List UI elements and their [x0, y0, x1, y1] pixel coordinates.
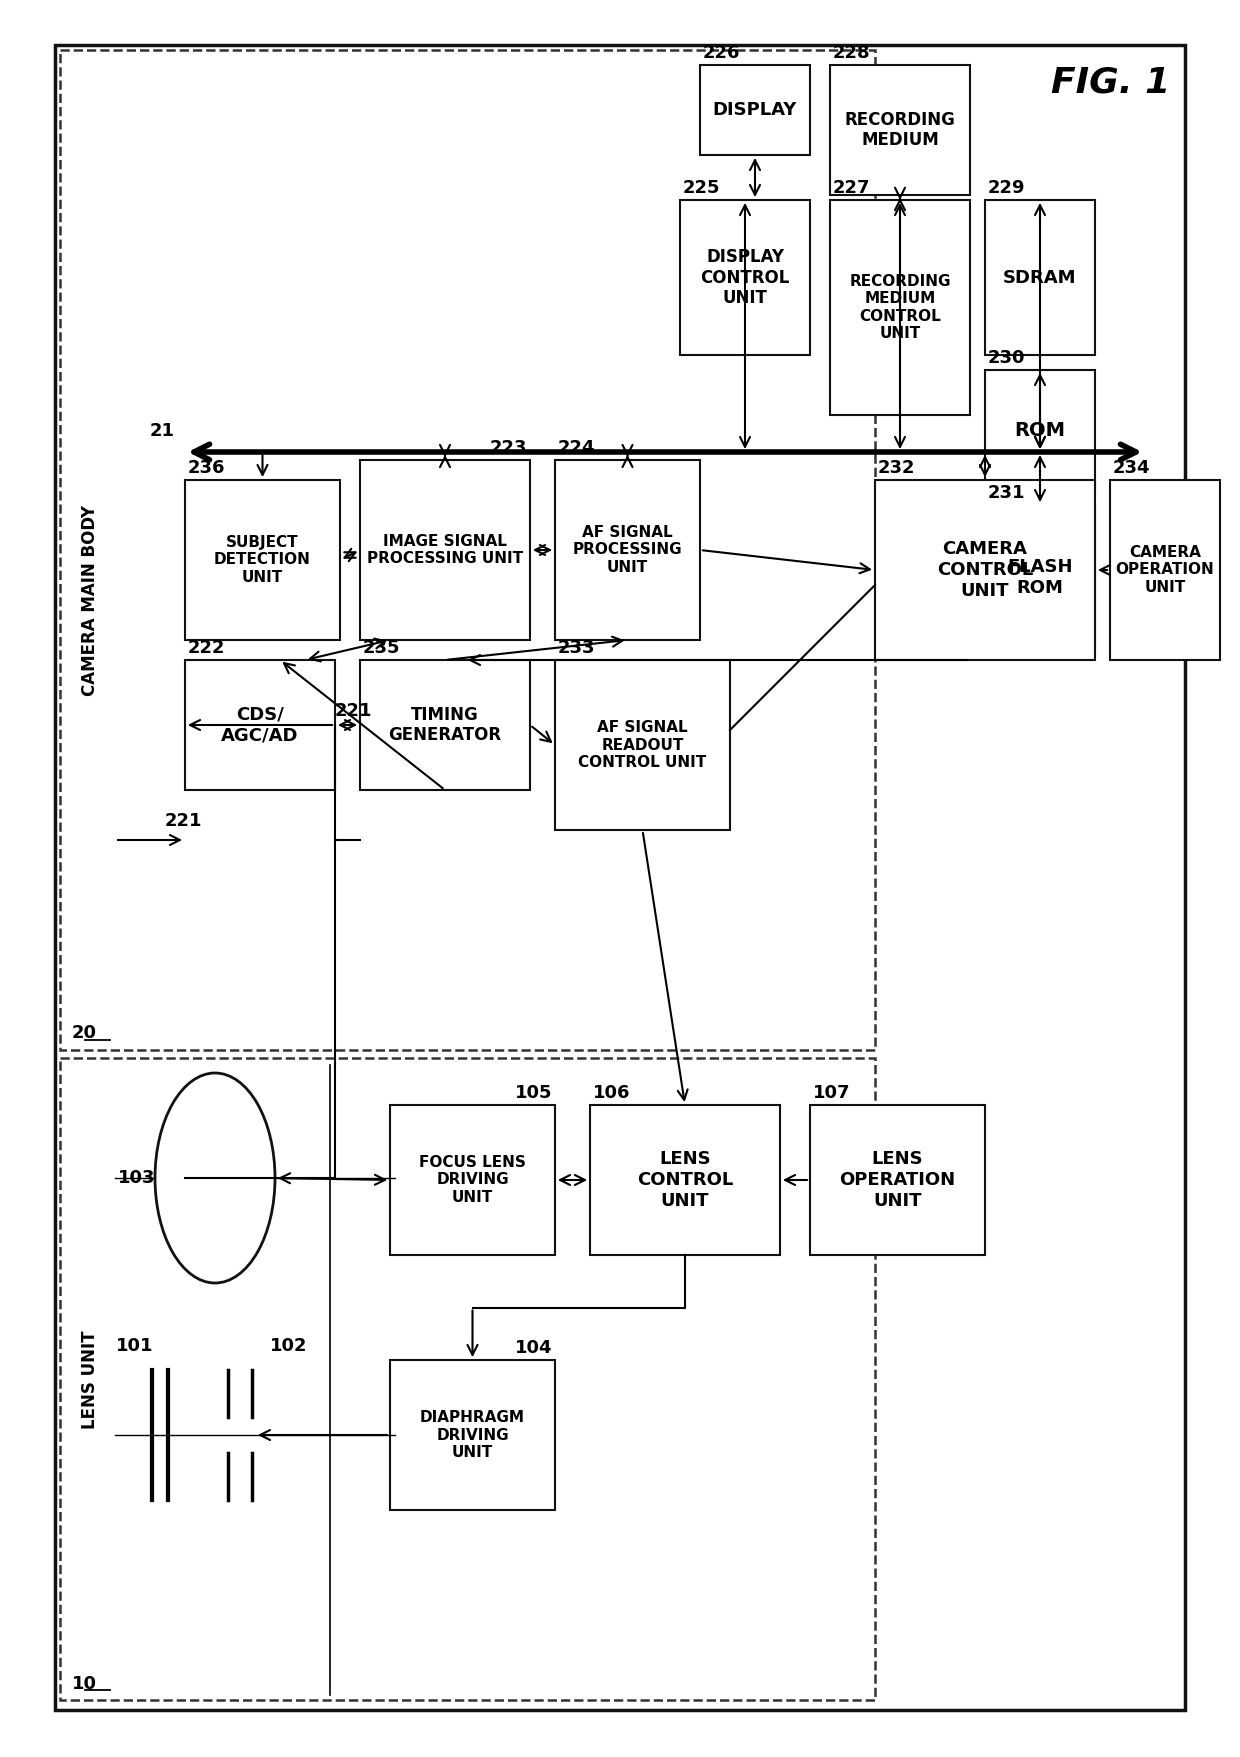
Text: 102: 102: [270, 1337, 308, 1355]
FancyBboxPatch shape: [185, 661, 335, 791]
Text: CAMERA
OPERATION
UNIT: CAMERA OPERATION UNIT: [1116, 545, 1214, 596]
Ellipse shape: [155, 1074, 275, 1283]
Text: 106: 106: [593, 1084, 630, 1102]
FancyBboxPatch shape: [875, 480, 1095, 661]
FancyBboxPatch shape: [1110, 480, 1220, 661]
Text: FIG. 1: FIG. 1: [1050, 65, 1171, 98]
Text: 229: 229: [988, 179, 1025, 197]
FancyBboxPatch shape: [830, 200, 970, 415]
FancyBboxPatch shape: [985, 371, 1095, 490]
FancyBboxPatch shape: [360, 460, 529, 640]
Text: CDS/
AGC/AD: CDS/ AGC/AD: [221, 706, 299, 745]
Text: 10: 10: [72, 1674, 97, 1694]
Text: LENS
OPERATION
UNIT: LENS OPERATION UNIT: [839, 1151, 956, 1211]
Text: 226: 226: [703, 44, 740, 61]
FancyBboxPatch shape: [391, 1105, 556, 1254]
Text: FOCUS LENS
DRIVING
UNIT: FOCUS LENS DRIVING UNIT: [419, 1154, 526, 1205]
Text: DIAPHRAGM
DRIVING
UNIT: DIAPHRAGM DRIVING UNIT: [420, 1411, 525, 1460]
Text: RECORDING
MEDIUM
CONTROL
UNIT: RECORDING MEDIUM CONTROL UNIT: [849, 274, 951, 341]
Text: SDRAM: SDRAM: [1003, 269, 1076, 286]
Text: 223: 223: [490, 439, 527, 457]
Text: 232: 232: [878, 459, 915, 476]
Text: SUBJECT
DETECTION
UNIT: SUBJECT DETECTION UNIT: [215, 536, 311, 585]
Text: 230: 230: [988, 350, 1025, 367]
Text: FLASH
ROM: FLASH ROM: [1007, 559, 1073, 597]
Text: DISPLAY
CONTROL
UNIT: DISPLAY CONTROL UNIT: [701, 248, 790, 307]
Text: 107: 107: [813, 1084, 851, 1102]
FancyBboxPatch shape: [185, 480, 340, 640]
Text: CAMERA
CONTROL
UNIT: CAMERA CONTROL UNIT: [937, 539, 1033, 599]
Text: 21: 21: [150, 422, 175, 439]
Text: 225: 225: [683, 179, 720, 197]
FancyBboxPatch shape: [55, 46, 1185, 1710]
Text: 235: 235: [363, 640, 401, 657]
Text: 104: 104: [515, 1339, 552, 1356]
FancyBboxPatch shape: [391, 1360, 556, 1509]
FancyBboxPatch shape: [985, 504, 1095, 650]
FancyBboxPatch shape: [360, 661, 529, 791]
Text: 103: 103: [118, 1168, 155, 1188]
Text: TIMING
GENERATOR: TIMING GENERATOR: [388, 706, 501, 745]
Text: CAMERA MAIN BODY: CAMERA MAIN BODY: [81, 504, 99, 696]
Text: 20: 20: [72, 1024, 97, 1042]
Text: AF SIGNAL
PROCESSING
UNIT: AF SIGNAL PROCESSING UNIT: [573, 525, 682, 575]
Text: 224: 224: [558, 439, 595, 457]
FancyBboxPatch shape: [701, 65, 810, 155]
FancyBboxPatch shape: [810, 1105, 985, 1254]
Text: 236: 236: [188, 459, 226, 476]
Text: 231: 231: [988, 483, 1025, 503]
FancyBboxPatch shape: [590, 1105, 780, 1254]
Text: 105: 105: [515, 1084, 552, 1102]
Text: 234: 234: [1114, 459, 1151, 476]
FancyBboxPatch shape: [985, 200, 1095, 355]
Text: IMAGE SIGNAL
PROCESSING UNIT: IMAGE SIGNAL PROCESSING UNIT: [367, 534, 523, 566]
Text: 221: 221: [335, 703, 372, 720]
Text: 228: 228: [833, 44, 870, 61]
Text: LENS UNIT: LENS UNIT: [81, 1330, 99, 1428]
FancyBboxPatch shape: [556, 661, 730, 829]
Text: 233: 233: [558, 640, 595, 657]
Text: AF SIGNAL
READOUT
CONTROL UNIT: AF SIGNAL READOUT CONTROL UNIT: [578, 720, 707, 770]
FancyBboxPatch shape: [556, 460, 701, 640]
Text: DISPLAY: DISPLAY: [713, 100, 797, 119]
Text: 101: 101: [117, 1337, 154, 1355]
Text: RECORDING
MEDIUM: RECORDING MEDIUM: [844, 111, 956, 149]
FancyBboxPatch shape: [680, 200, 810, 355]
Text: ROM: ROM: [1014, 420, 1065, 439]
Text: LENS
CONTROL
UNIT: LENS CONTROL UNIT: [637, 1151, 733, 1211]
Text: 227: 227: [833, 179, 870, 197]
FancyBboxPatch shape: [830, 65, 970, 195]
Text: 222: 222: [188, 640, 226, 657]
Text: 221: 221: [165, 812, 202, 829]
